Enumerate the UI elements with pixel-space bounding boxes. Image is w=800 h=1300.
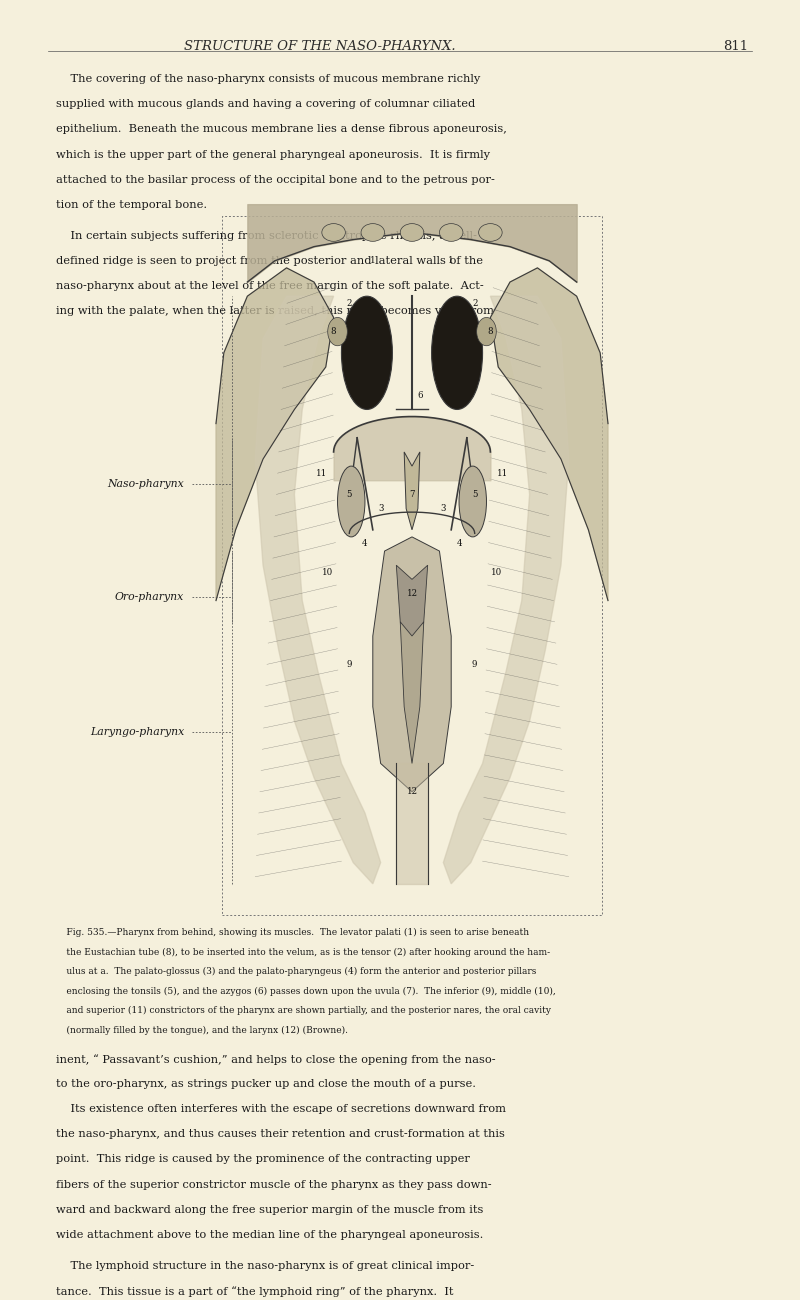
Text: 811: 811 [723,40,749,53]
Ellipse shape [361,224,385,242]
Text: and superior (11) constrictors of the pharynx are shown partially, and the poste: and superior (11) constrictors of the ph… [52,1006,551,1015]
Polygon shape [400,621,424,763]
Polygon shape [490,268,608,601]
Ellipse shape [400,224,424,242]
Text: which is the upper part of the general pharyngeal aponeurosis.  It is firmly: which is the upper part of the general p… [56,150,490,160]
Polygon shape [404,452,420,530]
Text: inent, “ Passavant’s cushion,” and helps to close the opening from the naso-: inent, “ Passavant’s cushion,” and helps… [56,1054,496,1065]
Text: 11: 11 [316,469,327,477]
Text: STRUCTURE OF THE NASO-PHARYNX.: STRUCTURE OF THE NASO-PHARYNX. [184,40,456,53]
Polygon shape [255,296,381,884]
Text: tance.  This tissue is a part of “the lymphoid ring” of the pharynx.  It: tance. This tissue is a part of “the lym… [56,1286,454,1296]
Text: 5: 5 [346,490,352,499]
Text: the naso-pharynx, and thus causes their retention and crust-formation at this: the naso-pharynx, and thus causes their … [56,1130,505,1139]
Text: Oro-pharynx: Oro-pharynx [114,592,184,602]
Text: 11: 11 [497,469,508,477]
Text: In certain subjects suffering from sclerotic or atrophic rhinitis, a well-: In certain subjects suffering from scler… [56,230,477,240]
Text: 1: 1 [370,256,376,265]
Text: defined ridge is seen to project from the posterior and lateral walls of the: defined ridge is seen to project from th… [56,256,483,265]
Ellipse shape [478,224,502,242]
Text: 2: 2 [472,299,478,308]
Text: 4: 4 [362,540,368,549]
Polygon shape [443,296,569,884]
Text: 9: 9 [346,660,352,668]
Text: 10: 10 [322,568,334,577]
Ellipse shape [328,317,347,346]
Ellipse shape [322,224,346,242]
Text: fibers of the superior constrictor muscle of the pharynx as they pass down-: fibers of the superior constrictor muscl… [56,1179,492,1190]
Text: tion of the temporal bone.: tion of the temporal bone. [56,200,207,209]
Text: The covering of the naso-pharynx consists of mucous membrane richly: The covering of the naso-pharynx consist… [56,74,480,85]
Text: epithelium.  Beneath the mucous membrane lies a dense fibrous aponeurosis,: epithelium. Beneath the mucous membrane … [56,125,507,134]
Text: 3: 3 [441,504,446,514]
Text: to the oro-pharynx, as strings pucker up and close the mouth of a purse.: to the oro-pharynx, as strings pucker up… [56,1079,476,1089]
Text: 1: 1 [448,256,454,265]
Text: Fig. 535.—Pharynx from behind, showing its muscles.  The levator palati (1) is s: Fig. 535.—Pharynx from behind, showing i… [52,928,529,937]
Ellipse shape [439,224,463,242]
Text: ing with the palate, when the latter is raised, this ridge becomes very prom-: ing with the palate, when the latter is … [56,306,498,316]
Text: wide attachment above to the median line of the pharyngeal aponeurosis.: wide attachment above to the median line… [56,1230,483,1240]
Text: naso-pharynx about at the level of the free margin of the soft palate.  Act-: naso-pharynx about at the level of the f… [56,281,484,291]
Ellipse shape [338,467,365,537]
Text: supplied with mucous glands and having a covering of columnar ciliated: supplied with mucous glands and having a… [56,99,475,109]
Text: The lymphoid structure in the naso-pharynx is of great clinical impor-: The lymphoid structure in the naso-phary… [56,1261,474,1270]
Text: 12: 12 [406,589,418,598]
Text: 10: 10 [490,568,502,577]
Polygon shape [396,566,428,650]
Text: Its existence often interferes with the escape of secretions downward from: Its existence often interferes with the … [56,1104,506,1114]
Text: 6: 6 [417,391,422,400]
Ellipse shape [432,296,482,410]
Text: 9: 9 [472,660,478,668]
Text: 3: 3 [378,504,383,514]
Bar [216,211,608,919]
Text: 12: 12 [406,788,418,797]
Text: ward and backward along the free superior margin of the muscle from its: ward and backward along the free superio… [56,1205,483,1214]
Text: ulus at a.  The palato-glossus (3) and the palato-pharyngeus (4) form the anteri: ulus at a. The palato-glossus (3) and th… [52,967,536,976]
Text: 8: 8 [487,328,494,337]
Text: attached to the basilar process of the occipital bone and to the petrous por-: attached to the basilar process of the o… [56,174,495,185]
Ellipse shape [459,467,486,537]
Text: Laryngo-pharynx: Laryngo-pharynx [90,727,184,737]
Text: 4: 4 [456,540,462,549]
Text: Naso-pharynx: Naso-pharynx [107,478,184,489]
Text: 8: 8 [330,328,337,337]
Text: the Eustachian tube (8), to be inserted into the velum, as is the tensor (2) aft: the Eustachian tube (8), to be inserted … [52,948,550,957]
Text: enclosing the tonsils (5), and the azygos (6) passes down upon the uvula (7).  T: enclosing the tonsils (5), and the azygo… [52,987,556,996]
Text: 7: 7 [410,490,414,499]
Text: point.  This ridge is caused by the prominence of the contracting upper: point. This ridge is caused by the promi… [56,1154,470,1165]
Text: 2: 2 [346,299,352,308]
Ellipse shape [342,296,393,410]
Polygon shape [396,763,428,884]
Text: 5: 5 [472,490,478,499]
Ellipse shape [477,317,496,346]
Text: (normally filled by the tongue), and the larynx (12) (Browne).: (normally filled by the tongue), and the… [52,1026,348,1035]
Bar [222,216,602,915]
Polygon shape [373,537,451,792]
Polygon shape [216,268,334,601]
